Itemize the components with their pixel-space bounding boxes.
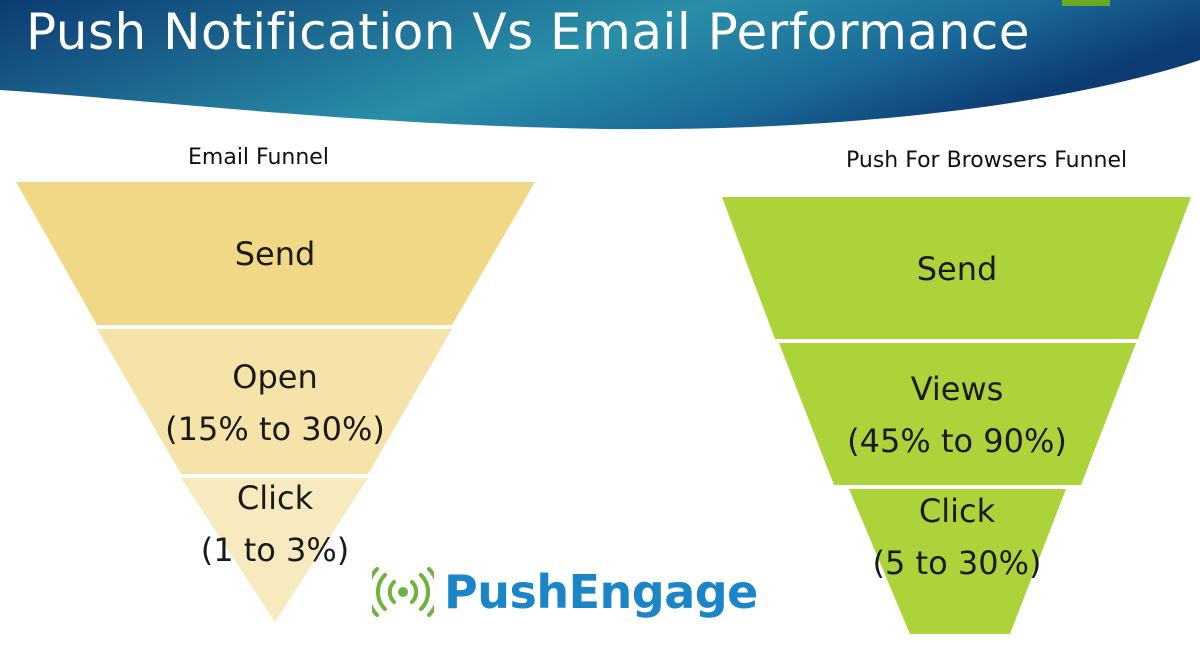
push-stage-click-rate: (5 to 30%) bbox=[872, 544, 1042, 582]
push-stage-click: Click (5 to 30%) bbox=[873, 485, 1042, 589]
email-stage-send-label: Send bbox=[234, 235, 316, 273]
pushengage-logo: PushEngage bbox=[372, 562, 758, 622]
slide-title: Push Notification Vs Email Performance bbox=[26, 3, 1030, 61]
email-funnel-open-segment bbox=[97, 329, 452, 474]
email-stage-send: Send bbox=[235, 228, 316, 280]
email-funnel-title: Email Funnel bbox=[188, 145, 329, 170]
logo-wordmark: PushEngage bbox=[444, 565, 758, 619]
header-banner bbox=[0, 0, 1200, 130]
email-stage-open-label: Open bbox=[232, 358, 318, 396]
broadcast-signal-icon bbox=[372, 567, 434, 617]
push-stage-views: Views (45% to 90%) bbox=[847, 363, 1067, 467]
email-stage-open: Open (15% to 30%) bbox=[165, 351, 385, 455]
email-stage-click: Click (1 to 3%) bbox=[201, 472, 350, 576]
email-stage-click-label: Click bbox=[236, 479, 314, 517]
push-stage-send-label: Send bbox=[916, 250, 998, 288]
push-funnel-views-segment bbox=[779, 343, 1136, 485]
push-stage-views-rate: (45% to 90%) bbox=[847, 422, 1067, 460]
corner-accent-tab bbox=[1062, 0, 1110, 6]
push-funnel-title: Push For Browsers Funnel bbox=[846, 148, 1128, 173]
push-funnel-click-segment bbox=[849, 489, 1066, 634]
push-stage-click-label: Click bbox=[918, 492, 996, 530]
header-background bbox=[0, 0, 1200, 130]
email-stage-click-rate: (1 to 3%) bbox=[200, 531, 350, 569]
push-stage-views-label: Views bbox=[910, 370, 1004, 408]
push-funnel-send-segment bbox=[722, 197, 1191, 339]
email-funnel-send-segment bbox=[16, 182, 535, 325]
email-stage-open-rate: (15% to 30%) bbox=[165, 410, 385, 448]
push-stage-send: Send bbox=[917, 243, 998, 295]
email-funnel-click-segment bbox=[181, 478, 368, 622]
